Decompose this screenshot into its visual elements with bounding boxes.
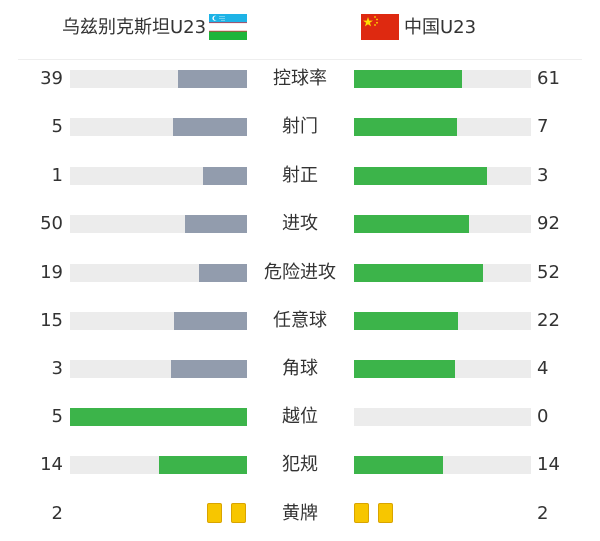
stat-left-value: 5	[51, 116, 63, 137]
stat-row-corners: 3 角球 4	[0, 348, 600, 396]
stat-row-yellow-cards: 2 黄牌 2	[0, 493, 600, 541]
yellow-card-icon	[231, 503, 246, 523]
stat-left-value: 39	[40, 68, 63, 89]
stat-label: 射正	[282, 165, 318, 186]
header-divider	[18, 59, 582, 60]
stat-left-bar	[199, 264, 247, 282]
stat-label: 越位	[282, 406, 318, 427]
stat-row-dangerous-attacks: 19 危险进攻 52	[0, 252, 600, 300]
stat-label: 危险进攻	[264, 262, 336, 283]
match-header: 乌兹别克斯坦U23 中国U23	[0, 0, 600, 56]
stat-right-bar-track	[354, 167, 531, 185]
stat-right-value: 92	[537, 213, 560, 234]
stat-label: 进攻	[282, 213, 318, 234]
stat-right-value: 52	[537, 262, 560, 283]
stat-left-bar-track	[70, 70, 247, 88]
stat-row-possession: 39 控球率 61	[0, 58, 600, 106]
stat-left-bar	[172, 118, 247, 136]
stat-right-bar-track	[354, 70, 531, 88]
stat-right-value: 7	[537, 116, 549, 137]
uzbekistan-flag-icon	[209, 14, 247, 40]
stat-right-bar-track	[354, 312, 531, 330]
stat-right-bar	[354, 456, 443, 474]
stat-right-value: 4	[537, 358, 549, 379]
stat-row-fouls: 14 犯规 14	[0, 444, 600, 492]
stat-right-bar	[354, 264, 484, 282]
stat-left-bar	[177, 70, 247, 88]
stat-right-bar	[354, 215, 470, 233]
team-name-china: 中国U23	[404, 17, 477, 38]
stat-right-bar-track	[354, 408, 531, 426]
stat-left-value: 15	[40, 310, 63, 331]
stat-left-bar-track	[70, 408, 247, 426]
stat-label: 犯规	[282, 454, 318, 475]
stat-right-value: 2	[537, 503, 549, 524]
stat-row-shots-on-target: 1 射正 3	[0, 155, 600, 203]
stat-left-value: 50	[40, 213, 63, 234]
stat-left-value: 5	[51, 406, 63, 427]
stat-right-bar	[354, 70, 462, 88]
stat-row-shots: 5 射门 7	[0, 106, 600, 154]
yellow-card-icon	[354, 503, 369, 523]
stat-left-bar-track	[70, 215, 247, 233]
stat-row-free-kicks: 15 任意球 22	[0, 300, 600, 348]
stat-left-bar	[185, 215, 247, 233]
stat-right-bar	[354, 360, 455, 378]
stat-label: 黄牌	[282, 503, 318, 524]
stat-left-value: 19	[40, 262, 63, 283]
team-name-uzbekistan: 乌兹别克斯坦U23	[62, 17, 207, 38]
stat-left-bar	[174, 312, 247, 330]
stat-right-value: 3	[537, 165, 549, 186]
stat-right-value: 61	[537, 68, 560, 89]
stat-left-bar	[202, 167, 247, 185]
stat-right-bar	[354, 312, 459, 330]
stat-label: 任意球	[273, 310, 327, 331]
stat-label: 角球	[282, 358, 318, 379]
stat-row-attacks: 50 进攻 92	[0, 203, 600, 251]
stat-left-value: 2	[51, 503, 63, 524]
stat-right-bar-track	[354, 456, 531, 474]
stat-right-bar-track	[354, 215, 531, 233]
stat-right-bar	[354, 118, 457, 136]
stat-left-bar-track	[70, 456, 247, 474]
stat-left-value: 1	[51, 165, 63, 186]
stat-right-value: 22	[537, 310, 560, 331]
stat-label: 射门	[282, 116, 318, 137]
stat-left-bar-track	[70, 167, 247, 185]
stat-left-bar-track	[70, 312, 247, 330]
stat-right-bar-track	[354, 118, 531, 136]
stat-label: 控球率	[273, 68, 327, 89]
stat-right-value: 14	[537, 454, 560, 475]
stat-right-bar-track	[354, 360, 531, 378]
china-flag-icon	[361, 14, 399, 40]
stat-left-value: 3	[51, 358, 63, 379]
stat-row-offsides: 5 越位 0	[0, 396, 600, 444]
stat-left-bar	[170, 360, 247, 378]
stat-left-bar	[70, 408, 247, 426]
stat-left-bar	[158, 456, 247, 474]
stat-left-bar-track	[70, 360, 247, 378]
stat-right-value: 0	[537, 406, 549, 427]
stat-left-value: 14	[40, 454, 63, 475]
yellow-card-icon	[207, 503, 222, 523]
stat-right-bar	[354, 167, 487, 185]
stat-left-bar-track	[70, 118, 247, 136]
stat-left-bar-track	[70, 264, 247, 282]
stat-right-bar-track	[354, 264, 531, 282]
yellow-card-icon	[378, 503, 393, 523]
